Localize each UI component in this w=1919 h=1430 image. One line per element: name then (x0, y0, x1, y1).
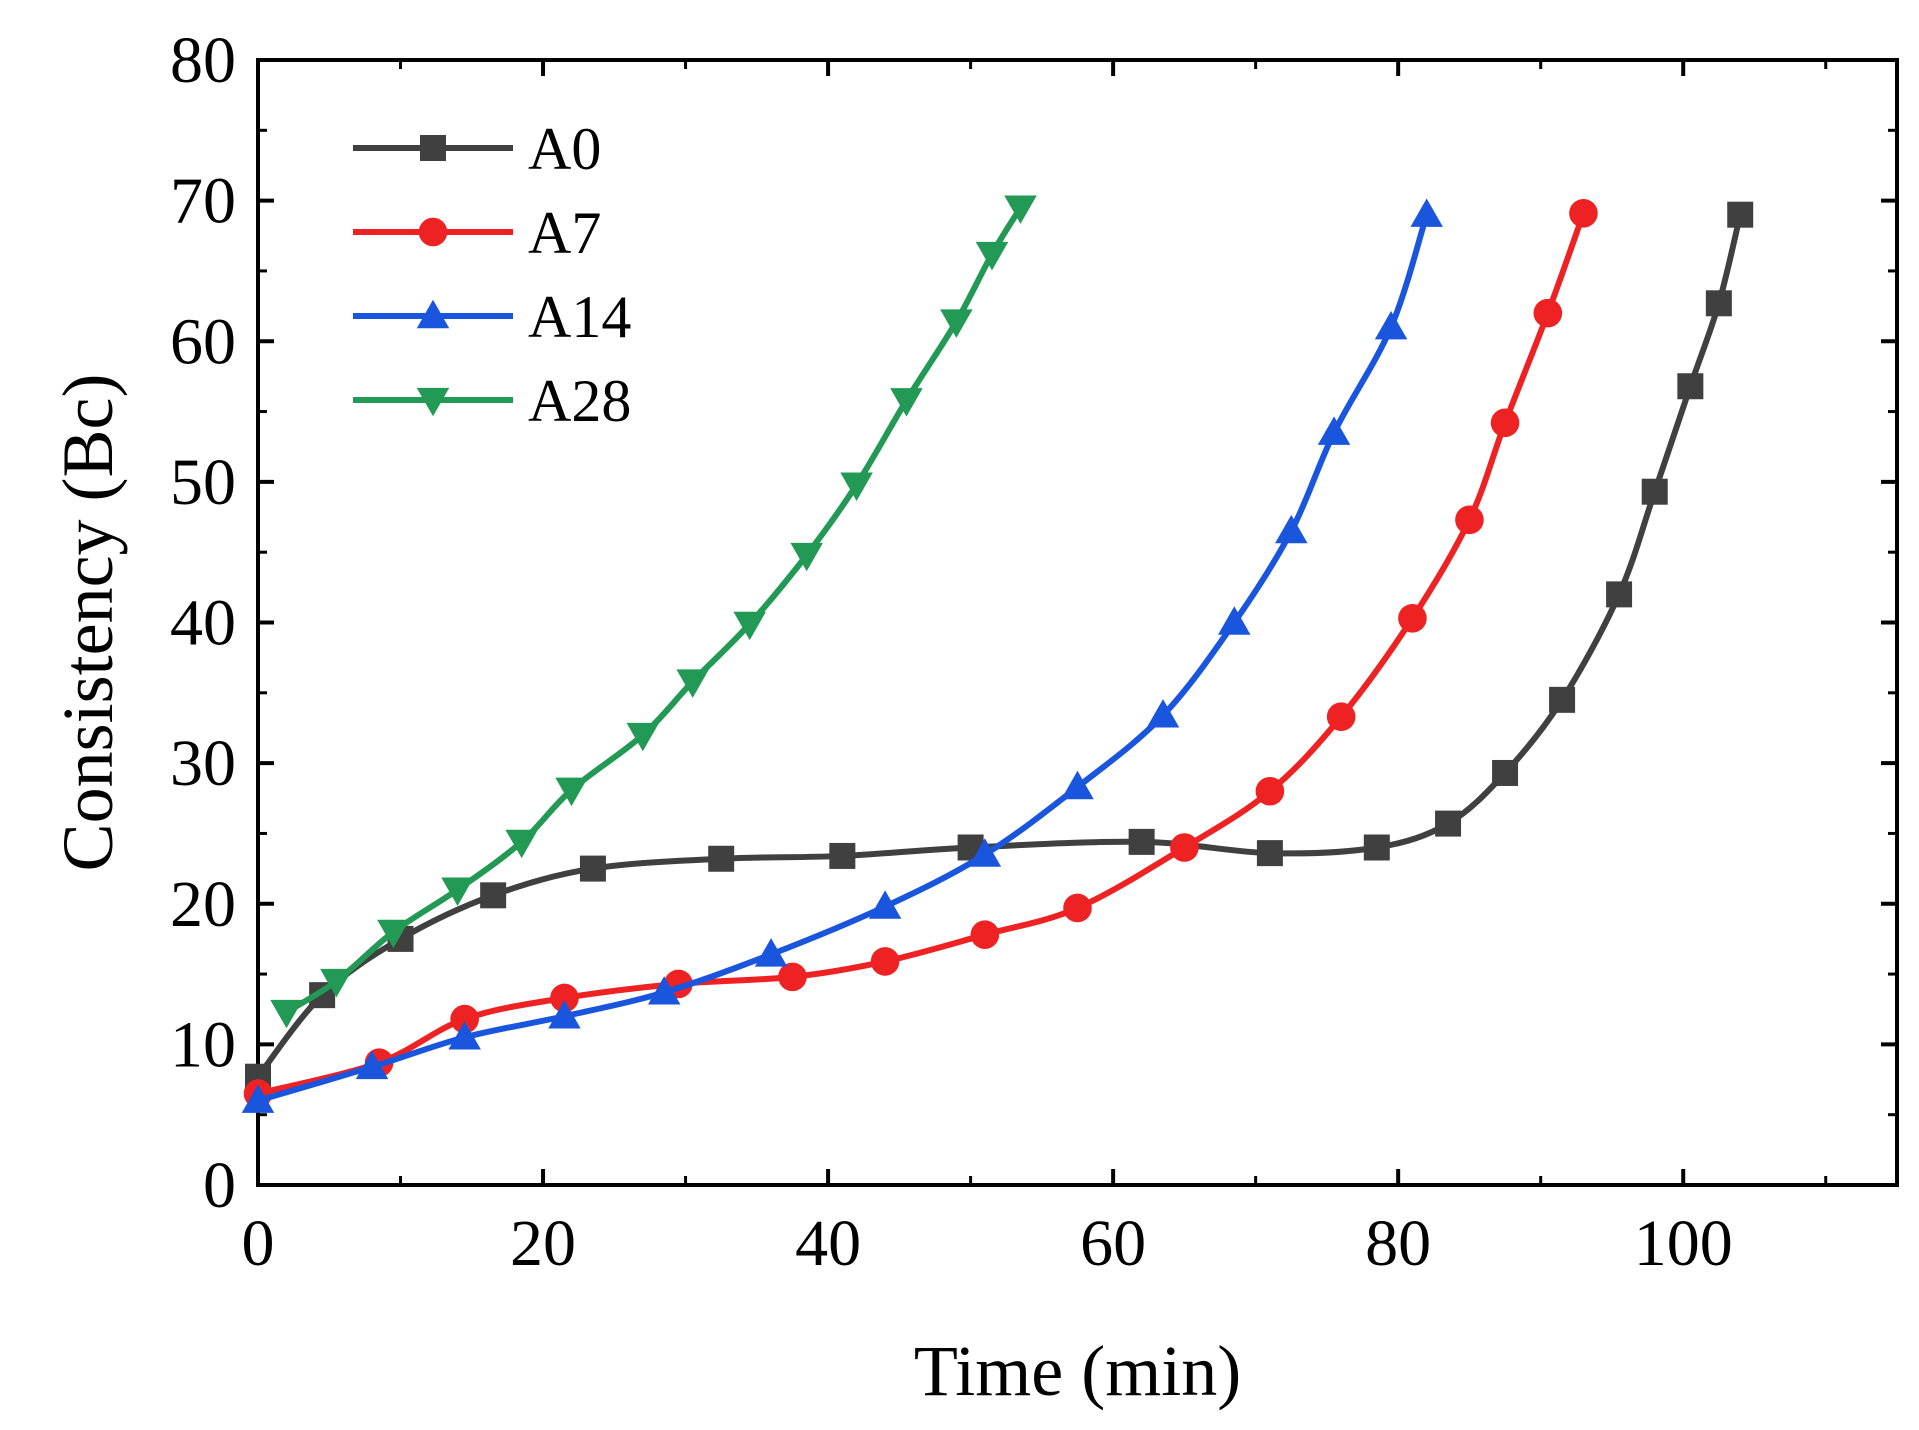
series-layer (241, 195, 1754, 1113)
series-A14 (241, 198, 1443, 1113)
x-tick-label: 40 (795, 1207, 861, 1280)
series-A0 (245, 201, 1754, 1090)
x-tick-label: 100 (1634, 1207, 1733, 1280)
marker-triangle-down (840, 472, 873, 501)
legend-label: A28 (528, 368, 631, 434)
marker-triangle-up (1061, 770, 1094, 800)
marker-triangle-down (441, 877, 474, 906)
y-tick-label: 0 (203, 1149, 236, 1222)
y-tick-label: 10 (170, 1008, 236, 1081)
marker-triangle-up (1317, 416, 1351, 445)
y-axis-title: Consistency (Bc) (48, 374, 128, 872)
marker-triangle-down (505, 829, 538, 859)
series-A28 (270, 195, 1037, 1029)
x-axis-title: Time (min) (914, 1331, 1241, 1411)
marker-triangle-up (1146, 699, 1180, 728)
legend-item-A7: A7 (353, 200, 601, 266)
marker-square (480, 882, 507, 909)
marker-triangle-up (868, 890, 902, 919)
marker-triangle-up (548, 1000, 581, 1029)
marker-triangle-down (790, 542, 823, 572)
marker-triangle-down (676, 669, 709, 698)
marker-triangle-up (448, 1021, 481, 1050)
marker-triangle-up (1410, 198, 1443, 227)
marker-triangle-up (1374, 310, 1408, 340)
series-A7 (243, 198, 1598, 1108)
legend: A0 A7 A14 A28 (353, 116, 631, 434)
marker-triangle-up (968, 838, 1002, 867)
marker-triangle-down (377, 919, 410, 949)
marker-circle (1569, 198, 1598, 228)
marker-circle (1455, 505, 1484, 535)
y-tick-label: 80 (170, 24, 236, 97)
marker-triangle-up (1218, 606, 1251, 635)
marker-triangle-up (754, 938, 788, 967)
y-tick-label: 40 (170, 587, 236, 660)
marker-square (1705, 290, 1732, 317)
y-tick-label: 70 (170, 165, 236, 238)
marker-square (1256, 840, 1283, 867)
marker-circle (450, 1004, 479, 1034)
x-tick-label: 80 (1365, 1207, 1431, 1280)
marker-circle (550, 983, 579, 1013)
plot-frame (256, 58, 1899, 1187)
marker-circle (1398, 603, 1427, 633)
legend-item-A0: A0 (353, 116, 601, 182)
marker-circle (1063, 893, 1092, 923)
x-tick-label: 60 (1080, 1207, 1146, 1280)
marker-circle (1326, 702, 1356, 732)
x-tick-label: 20 (510, 1207, 576, 1280)
series-line-A0 (255, 213, 1744, 1079)
marker-triangle-up (241, 1084, 275, 1113)
legend-label: A7 (528, 200, 601, 266)
marker-triangle-down (1004, 195, 1037, 224)
marker-triangle-down (626, 722, 660, 752)
marker-circle (1255, 776, 1285, 806)
marker-square (1435, 810, 1462, 837)
marker-circle (778, 962, 807, 992)
marker-triangle-up (647, 976, 681, 1005)
marker-square (1549, 686, 1576, 713)
marker-square (1677, 373, 1704, 400)
marker-triangle-up (355, 1050, 389, 1080)
legend-label: A14 (528, 284, 631, 350)
legend-item-A14: A14 (353, 284, 631, 350)
marker-triangle-down (270, 999, 303, 1029)
marker-square (579, 855, 606, 882)
legend-item-A28: A28 (353, 368, 631, 434)
x-tick-label: 0 (242, 1207, 275, 1280)
marker-circle (1490, 408, 1520, 438)
marker-circle (1533, 298, 1563, 328)
marker-circle (870, 947, 900, 976)
marker-square (1727, 201, 1754, 228)
marker-triangle-up (416, 299, 450, 329)
marker-square (1492, 759, 1519, 786)
marker-triangle-up (1275, 514, 1308, 544)
marker-square (420, 135, 446, 161)
marker-circle (970, 920, 1000, 949)
marker-circle (418, 217, 448, 247)
marker-square (1363, 834, 1390, 861)
marker-circle (1170, 833, 1199, 862)
marker-triangle-down (975, 241, 1009, 271)
axes: 0 20 40 60 80 100 0 10 20 30 40 50 60 70 80 (170, 24, 1899, 1280)
marker-square (708, 845, 735, 872)
marker-square (829, 842, 856, 869)
y-tick-label: 30 (170, 727, 236, 800)
y-tick-label: 50 (170, 446, 236, 519)
marker-square (1128, 828, 1155, 855)
y-tick-label: 60 (170, 305, 236, 378)
marker-triangle-down (320, 968, 353, 998)
marker-triangle-down (890, 388, 923, 417)
marker-triangle-down (555, 777, 588, 807)
marker-triangle-down (940, 309, 973, 338)
legend-label: A0 (528, 116, 601, 182)
marker-square (1641, 478, 1668, 505)
marker-triangle-down (733, 611, 766, 641)
marker-square (1606, 581, 1633, 608)
y-tick-label: 20 (170, 868, 236, 941)
marker-triangle-down (416, 387, 450, 417)
